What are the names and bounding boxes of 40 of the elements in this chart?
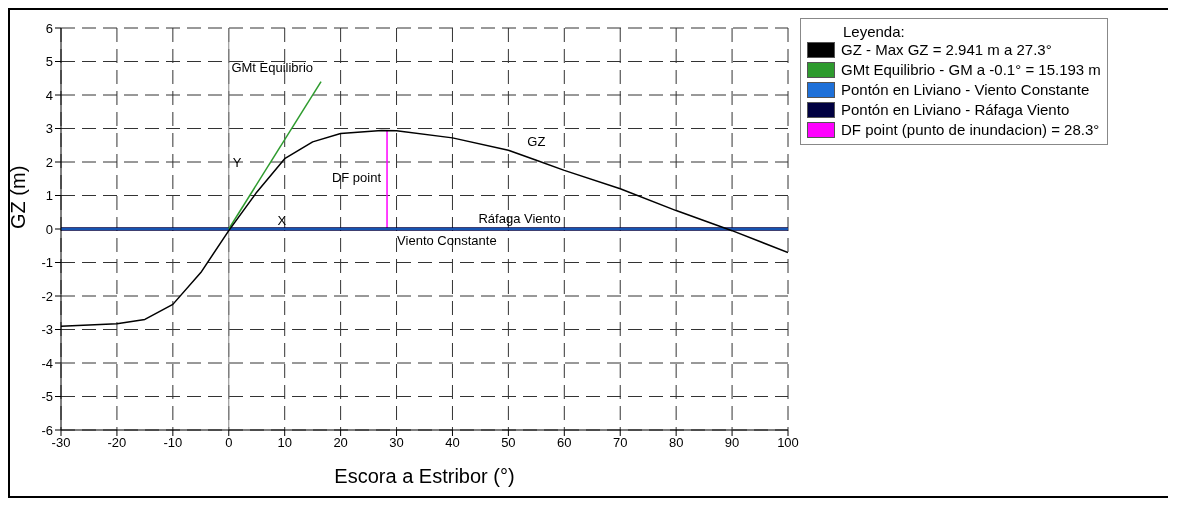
annotation: Viento Constante xyxy=(397,232,497,248)
legend-label: DF point (punto de inundacion) = 28.3° xyxy=(841,120,1100,140)
y-tick-label: 2 xyxy=(45,154,53,170)
x-tick-label: 40 xyxy=(445,435,460,451)
y-tick-label: -2 xyxy=(41,288,53,304)
legend-label: Pontón en Liviano - Ráfaga Viento xyxy=(841,100,1070,120)
x-tick-label: 60 xyxy=(557,435,572,451)
y-tick-label: -4 xyxy=(41,355,53,371)
x-tick-label: 0 xyxy=(225,435,233,451)
y-tick-label: -5 xyxy=(41,389,53,405)
x-tick-label: -20 xyxy=(107,435,127,451)
legend-title: Leyenda: xyxy=(843,23,906,40)
x-tick-label: 50 xyxy=(501,435,516,451)
x-tick-label: -30 xyxy=(51,435,71,451)
x-tick-label: 70 xyxy=(613,435,628,451)
y-tick-label: -3 xyxy=(41,322,53,338)
legend-label: GMt Equilibrio - GM a -0.1° = 15.193 m xyxy=(841,60,1101,80)
y-tick-label: 6 xyxy=(45,20,53,36)
y-tick-label: -6 xyxy=(41,422,53,438)
y-tick-label: 4 xyxy=(45,87,53,103)
y-tick-label: 5 xyxy=(45,54,53,70)
annotation: Y xyxy=(232,155,242,171)
y-tick-label: 3 xyxy=(45,121,53,137)
y-tick-label: -1 xyxy=(41,255,53,271)
legend-label: GZ - Max GZ = 2.941 m a 27.3° xyxy=(841,40,1052,60)
annotation: GZ xyxy=(527,134,546,150)
x-tick-label: 30 xyxy=(389,435,404,451)
annotation: Ráfaga Viento xyxy=(478,211,561,226)
x-axis-title: Escora a Estribor (°) xyxy=(334,465,515,487)
x-tick-label: 100 xyxy=(777,435,799,451)
annotation: GMt Equilibrio xyxy=(231,59,314,75)
y-tick-label: 0 xyxy=(45,221,53,237)
x-tick-label: 80 xyxy=(668,435,684,451)
legend-label: Pontón en Liviano - Viento Constante xyxy=(841,80,1090,100)
x-tick-label: 10 xyxy=(277,435,292,451)
y-axis-title: GZ (m) xyxy=(7,165,30,229)
x-tick-label: 90 xyxy=(724,435,740,451)
x-tick-label: 20 xyxy=(333,435,348,451)
x-tick-label: -10 xyxy=(163,435,183,451)
y-tick-label: 1 xyxy=(45,188,53,204)
